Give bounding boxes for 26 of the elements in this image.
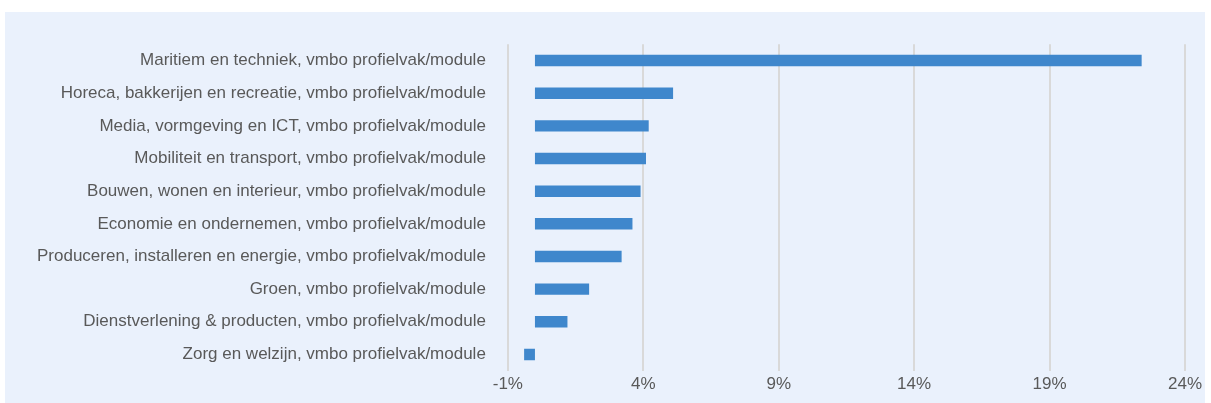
y-tick-label: Horeca, bakkerijen en recreatie, vmbo profielvak/module — [60, 82, 486, 102]
bar — [534, 152, 646, 165]
bar — [534, 316, 568, 328]
x-tick-label: -1% — [492, 373, 523, 393]
y-tick-label: Groen, vmbo profielvak/module — [249, 278, 486, 298]
y-tick-label: Bouwen, wonen en interieur, vmbo profielvak/module — [87, 180, 486, 200]
x-tick-label: 14% — [897, 373, 932, 393]
x-tick-label: 9% — [766, 373, 791, 393]
y-tick-label: Mobiliteit en transport, vmbo profielvak/module — [134, 148, 486, 168]
bar — [534, 120, 649, 132]
bar — [534, 87, 674, 99]
bar — [534, 250, 622, 263]
y-tick-label: Produceren, installeren en energie, vmbo profielvak/module — [36, 246, 486, 266]
bar — [524, 348, 535, 361]
bar — [534, 185, 641, 197]
bar — [534, 218, 633, 230]
x-tick-label: 19% — [1032, 373, 1067, 393]
bar — [534, 283, 590, 295]
y-tick-label: Maritiem en techniek, vmbo profielvak/module — [140, 50, 486, 70]
y-tick-label: Dienstverlening & producten, vmbo profielvak/module — [83, 311, 486, 331]
y-tick-label: Media, vormgeving en ICT, vmbo profielvak/module — [99, 115, 486, 135]
y-tick-label: Economie en ondernemen, vmbo profielvak/module — [97, 213, 486, 233]
x-tick-label: 4% — [631, 373, 656, 393]
bar — [534, 54, 1142, 67]
y-tick-label: Zorg en welzijn, vmbo profielvak/module — [182, 344, 486, 364]
x-tick-label: 24% — [1167, 373, 1202, 393]
